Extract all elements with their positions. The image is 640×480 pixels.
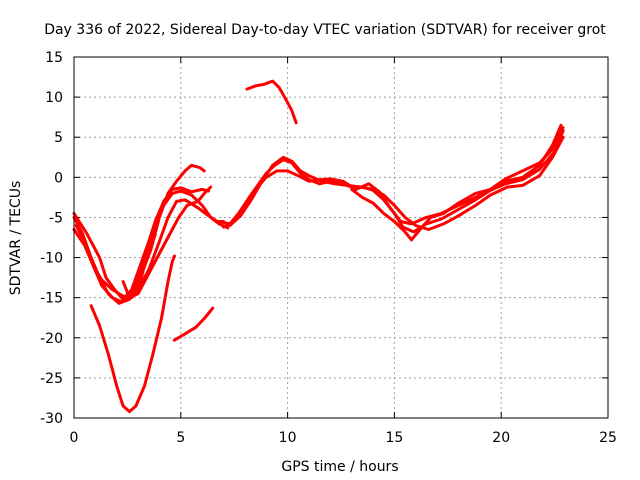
series-line-arc-4 bbox=[72, 198, 225, 300]
x-tick-label: 20 bbox=[492, 430, 510, 446]
series-line-arc-12 bbox=[350, 126, 565, 242]
y-tick-label: 0 bbox=[54, 170, 63, 186]
data-series bbox=[72, 79, 565, 414]
x-tick-label: 5 bbox=[176, 430, 185, 446]
y-tick-label: -5 bbox=[49, 210, 63, 226]
plot-frame bbox=[73, 56, 609, 419]
grid-lines bbox=[74, 57, 608, 418]
series-line-arc-8 bbox=[172, 306, 215, 342]
y-tick-label: -30 bbox=[40, 411, 63, 427]
x-tick-label: 10 bbox=[279, 430, 297, 446]
x-axis-title: GPS time / hours bbox=[281, 459, 398, 475]
y-tick-label: -20 bbox=[40, 331, 63, 347]
x-tick-label: 0 bbox=[70, 430, 79, 446]
series-line-arc-1 bbox=[72, 163, 206, 301]
y-tick-label: -10 bbox=[40, 251, 63, 267]
chart-title: Day 336 of 2022, Sidereal Day-to-day VTE… bbox=[44, 22, 606, 38]
y-tick-label: 5 bbox=[54, 130, 63, 146]
series-line-arc-5 bbox=[121, 185, 213, 300]
series-line-arc-13 bbox=[245, 79, 298, 125]
y-tick-label: 10 bbox=[45, 90, 63, 106]
y-tick-label: -15 bbox=[40, 291, 63, 307]
x-tick-label: 25 bbox=[599, 430, 617, 446]
x-tick-label: 15 bbox=[385, 430, 403, 446]
y-tick-labels: 15 10 5 0 -5 -10 -15 -20 -25 -30 bbox=[40, 50, 63, 427]
series-line-arc-11 bbox=[228, 135, 565, 231]
y-tick-label: 15 bbox=[45, 50, 63, 66]
series-line-arc-7 bbox=[89, 254, 176, 414]
y-axis-title: SDTVAR / TECUs bbox=[8, 181, 24, 296]
series-line-arc-6 bbox=[136, 233, 157, 292]
y-tick-label: -25 bbox=[40, 371, 63, 387]
x-tick-labels: 0 5 10 15 20 25 bbox=[70, 430, 617, 446]
